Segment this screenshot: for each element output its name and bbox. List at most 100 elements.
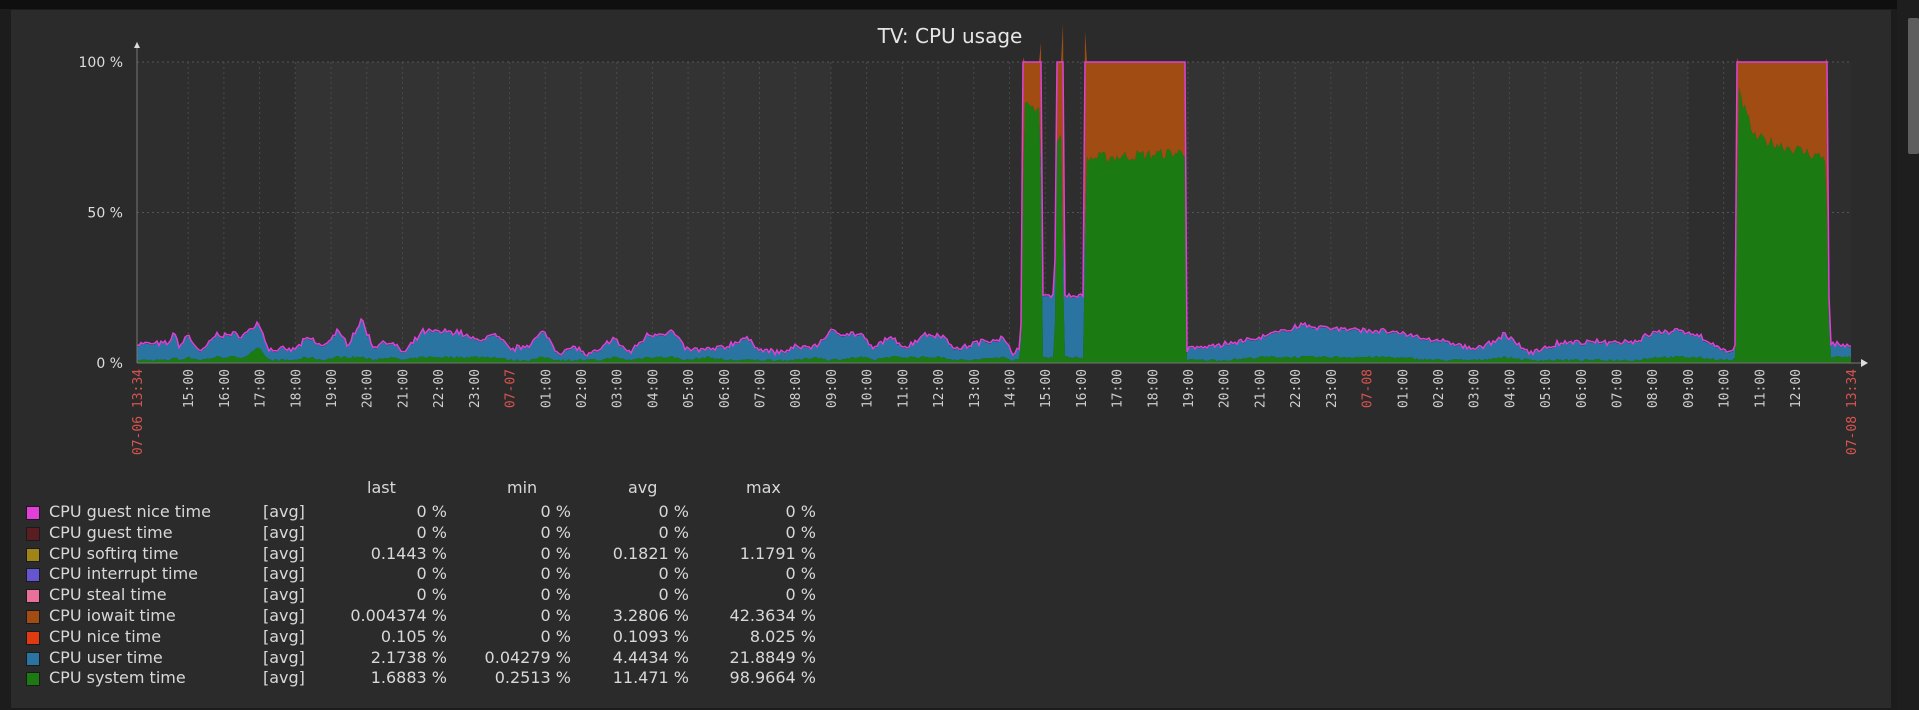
legend-last: 2.1738 %: [370, 647, 447, 667]
x-tick-label: 16:00: [1075, 369, 1090, 408]
x-tick-label: 21:00: [1253, 369, 1268, 408]
legend-min: 0.2513 %: [494, 668, 571, 688]
scrollbar[interactable]: [1897, 0, 1919, 710]
legend-item: CPU guest time [avg] 0 % 0 % 0 % 0 %: [22, 523, 842, 544]
legend-function: [avg]: [263, 606, 305, 625]
x-tick-label: 07:00: [754, 369, 769, 408]
x-tick-label: 22:00: [1289, 369, 1304, 408]
legend-swatch: [26, 526, 40, 541]
legend-max: 8.025 %: [749, 626, 816, 646]
x-tick-label: 11:00: [1753, 369, 1768, 408]
legend-min: 0 %: [540, 564, 571, 584]
x-tick-label: 01:00: [1396, 369, 1411, 408]
x-tick-label: 14:00: [1003, 369, 1018, 408]
legend-item: CPU interrupt time [avg] 0 % 0 % 0 % 0 %: [22, 564, 842, 585]
x-tick-label: 12:00: [1789, 369, 1804, 408]
x-tick-label: 10:00: [1718, 369, 1733, 408]
legend-min: 0 %: [540, 522, 571, 542]
x-tick-label: 19:00: [1182, 369, 1197, 408]
x-tick-label: 18:00: [289, 369, 304, 408]
legend-series-name: CPU softirq time: [49, 543, 179, 563]
legend-function: [avg]: [263, 502, 305, 521]
legend-item: CPU iowait time [avg] 0.004374 % 0 % 3.2806 …: [22, 606, 842, 627]
x-tick-label: 08:00: [789, 369, 804, 408]
x-tick-label: 07-06 13:34: [131, 369, 146, 455]
legend-avg: 11.471 %: [612, 668, 689, 688]
legend-series-name: CPU iowait time: [49, 606, 176, 625]
legend-item: CPU steal time [avg] 0 % 0 % 0 % 0 %: [22, 585, 842, 606]
legend-max: 0 %: [785, 564, 816, 584]
legend-min: 0 %: [540, 606, 571, 625]
x-tick-label: 07-08 13:34: [1845, 369, 1860, 455]
legend-function: [avg]: [263, 522, 305, 542]
legend-header-min: min: [507, 478, 538, 497]
x-tick-label: 21:00: [396, 369, 411, 408]
legend-last: 0.1443 %: [370, 543, 447, 563]
legend-series-name: CPU guest nice time: [49, 502, 211, 521]
legend-min: 0 %: [540, 543, 571, 563]
legend-avg: 0 %: [658, 522, 689, 542]
x-tick-label: 07-07: [504, 369, 519, 408]
legend-avg: 3.2806 %: [612, 606, 689, 625]
x-tick-label: 15:00: [1039, 369, 1054, 408]
legend-last: 0.004374 %: [350, 606, 447, 625]
legend-avg: 4.4434 %: [612, 647, 689, 667]
y-tick-label: 0 %: [96, 356, 123, 372]
x-tick-label: 12:00: [932, 369, 947, 408]
x-tick-label: 17:00: [1111, 369, 1126, 408]
x-tick-label: 20:00: [361, 369, 376, 408]
x-tick-label: 07-08: [1361, 369, 1376, 408]
x-tick-label: 03:00: [611, 369, 626, 408]
x-tick-label: 10:00: [861, 369, 876, 408]
x-tick-label: 03:00: [1468, 369, 1483, 408]
legend-last: 0 %: [416, 502, 447, 521]
legend-series-name: CPU system time: [49, 668, 186, 688]
legend-item: CPU guest nice time [avg] 0 % 0 % 0 % 0 %: [22, 502, 842, 523]
x-tick-label: 09:00: [1682, 369, 1697, 408]
x-tick-label: 02:00: [575, 369, 590, 408]
scrollbar-thumb[interactable]: [1908, 18, 1919, 154]
legend-last: 0 %: [416, 564, 447, 584]
legend-avg: 0 %: [658, 564, 689, 584]
legend-swatch: [26, 547, 40, 562]
legend-swatch: [26, 672, 40, 687]
legend-max: 21.8849 %: [729, 647, 816, 667]
legend-function: [avg]: [263, 543, 305, 563]
x-tick-label: 05:00: [682, 369, 697, 408]
legend-item: CPU nice time [avg] 0.105 % 0 % 0.1093 % 8.02…: [22, 627, 842, 648]
x-tick-label: 17:00: [254, 369, 269, 408]
legend-function: [avg]: [263, 585, 305, 605]
x-tick-label: 18:00: [1146, 369, 1161, 408]
x-tick-label: 15:00: [182, 369, 197, 408]
series-line-guest-nice: [136, 61, 1852, 358]
x-tick-label: 05:00: [1539, 369, 1554, 408]
x-tick-label: 08:00: [1646, 369, 1661, 408]
plot-background-band: [137, 62, 296, 363]
y-tick-label: 100 %: [79, 55, 123, 71]
legend-header-last: last: [367, 478, 396, 497]
x-tick-label: 01:00: [539, 369, 554, 408]
x-tick-label: 23:00: [468, 369, 483, 408]
legend-swatch: [26, 589, 40, 604]
x-tick-label: 04:00: [646, 369, 661, 408]
legend-function: [avg]: [263, 668, 305, 688]
legend-item: CPU system time [avg] 1.6883 % 0.2513 % 11.4…: [22, 668, 842, 689]
legend-last: 0 %: [416, 585, 447, 605]
legend-series-name: CPU guest time: [49, 522, 173, 542]
top-bar: [0, 0, 1919, 9]
legend-series-name: CPU interrupt time: [49, 564, 198, 584]
legend-swatch: [26, 651, 40, 666]
x-tick-label: 13:00: [968, 369, 983, 408]
x-tick-label: 07:00: [1611, 369, 1626, 408]
legend-swatch: [26, 630, 40, 645]
legend-avg: 0 %: [658, 502, 689, 521]
legend-last: 0 %: [416, 522, 447, 542]
legend-avg: 0.1093 %: [612, 626, 689, 646]
legend-series-name: CPU user time: [49, 647, 163, 667]
legend-function: [avg]: [263, 647, 305, 667]
legend-max: 42.3634 %: [729, 606, 816, 625]
x-tick-label: 19:00: [325, 369, 340, 408]
legend-max: 98.9664 %: [729, 668, 816, 688]
legend-min: 0 %: [540, 502, 571, 521]
x-axis-arrow-icon: [1861, 359, 1868, 367]
